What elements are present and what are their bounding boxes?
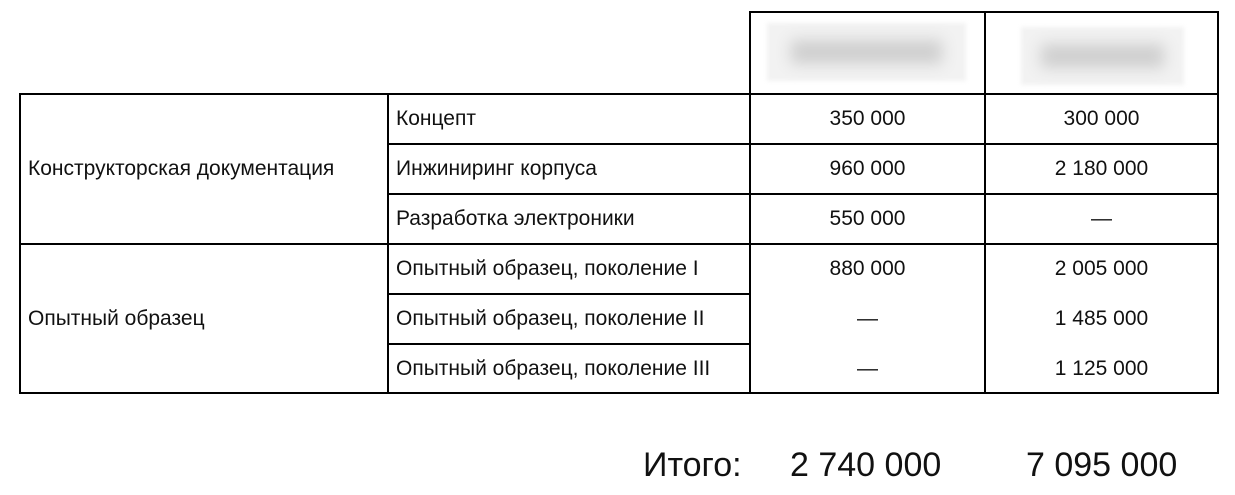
value-a: — <box>857 356 878 380</box>
row-item: Опытный образец, поколение II <box>396 307 705 330</box>
value-a: 350 000 <box>829 107 906 130</box>
value-b: 1 125 000 <box>1054 356 1149 380</box>
totals-label: Итого: <box>643 446 742 484</box>
border <box>388 143 1219 145</box>
border <box>388 293 750 295</box>
value-a: — <box>857 307 878 330</box>
value-b: — <box>1091 207 1112 230</box>
value-b: 2 005 000 <box>1054 257 1149 280</box>
group-label: Опытный образец <box>28 306 205 330</box>
border <box>387 93 389 394</box>
row-item: Опытный образец, поколение III <box>396 356 711 380</box>
border <box>19 93 1219 95</box>
value-a: 550 000 <box>829 207 906 230</box>
border <box>1217 11 1219 394</box>
value-b: 1 485 000 <box>1054 307 1149 330</box>
border <box>19 93 21 394</box>
border <box>749 11 751 394</box>
border <box>388 193 1219 195</box>
value-b: 300 000 <box>1063 107 1140 130</box>
column-header-b-redacted <box>1021 27 1184 85</box>
border <box>984 11 986 394</box>
row-item: Опытный образец, поколение I <box>396 257 699 280</box>
total-b: 7 095 000 <box>1026 446 1178 484</box>
column-header-a-redacted <box>767 23 966 81</box>
border <box>388 343 750 345</box>
value-b: 2 180 000 <box>1054 157 1149 180</box>
border <box>19 243 1219 245</box>
value-a: 880 000 <box>829 257 906 280</box>
total-a: 2 740 000 <box>790 446 942 484</box>
row-item: Концепт <box>396 107 476 130</box>
value-a: 960 000 <box>829 157 906 180</box>
group-label: Конструкторская документация <box>28 157 335 180</box>
row-item: Разработка электроники <box>396 207 635 230</box>
row-item: Инжиниринг корпуса <box>396 157 597 180</box>
border <box>19 392 1219 394</box>
